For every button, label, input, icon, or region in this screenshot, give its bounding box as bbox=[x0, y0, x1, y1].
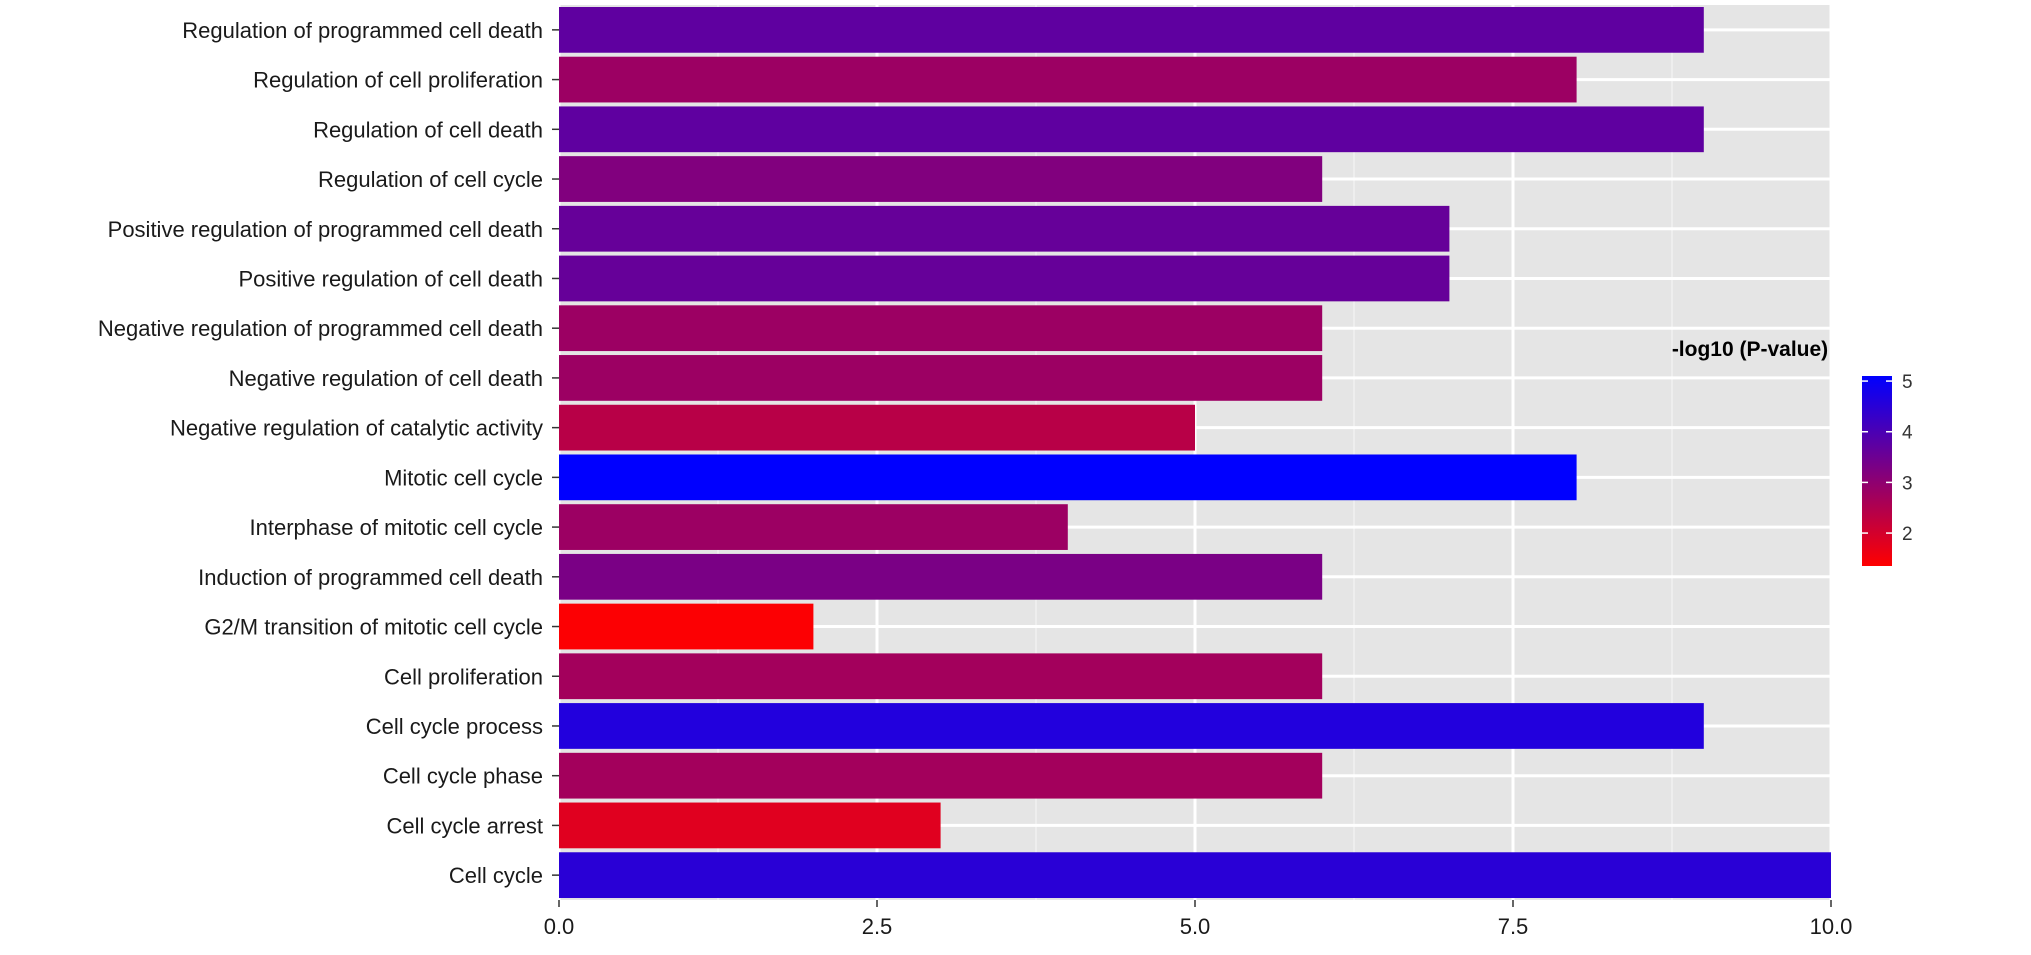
legend-title: -log10 (P-value) bbox=[1672, 338, 1828, 361]
y-tick-label: Induction of programmed cell death bbox=[198, 565, 543, 590]
bar bbox=[559, 653, 1323, 700]
y-tick-label: Negative regulation of cell death bbox=[229, 366, 543, 391]
bar bbox=[559, 106, 1704, 153]
x-tick-label: 5.0 bbox=[1180, 914, 1211, 939]
y-tick-label: Regulation of cell death bbox=[313, 117, 543, 142]
y-tick-label: Cell cycle bbox=[449, 863, 543, 888]
y-tick-label: G2/M transition of mitotic cell cycle bbox=[204, 615, 543, 640]
y-tick-label: Regulation of programmed cell death bbox=[182, 18, 543, 43]
bar bbox=[559, 305, 1323, 352]
bar bbox=[559, 553, 1323, 600]
x-tick-label: 7.5 bbox=[1498, 914, 1529, 939]
bar bbox=[559, 603, 814, 650]
bar bbox=[559, 752, 1323, 799]
y-tick-label: Negative regulation of programmed cell d… bbox=[98, 316, 543, 341]
bars bbox=[559, 6, 1831, 899]
bar bbox=[559, 56, 1577, 103]
y-tick-label: Cell proliferation bbox=[384, 664, 543, 689]
legend-tick-label: 2 bbox=[1902, 524, 1913, 545]
y-tick-label: Regulation of cell proliferation bbox=[253, 68, 543, 93]
y-tick-label: Cell cycle process bbox=[366, 714, 543, 739]
bar bbox=[559, 703, 1704, 749]
legend-colorbar bbox=[1862, 376, 1892, 566]
y-tick-label: Interphase of mitotic cell cycle bbox=[250, 515, 543, 540]
bar bbox=[559, 205, 1450, 252]
y-tick-label: Positive regulation of programmed cell d… bbox=[108, 217, 543, 242]
x-tick-label: 2.5 bbox=[862, 914, 893, 939]
legend-tick-label: 4 bbox=[1902, 423, 1913, 444]
y-axis-labels: Regulation of programmed cell death Regul… bbox=[98, 18, 559, 888]
bar bbox=[559, 852, 1831, 899]
legend-ticks: 5 4 3 2 bbox=[1862, 372, 1913, 545]
y-tick-label: Cell cycle phase bbox=[383, 764, 543, 789]
bar bbox=[559, 255, 1450, 302]
bar bbox=[559, 6, 1704, 53]
y-tick-label: Cell cycle arrest bbox=[387, 813, 543, 838]
x-tick-label: 0.0 bbox=[544, 914, 575, 939]
x-tick-label: 10.0 bbox=[1810, 914, 1853, 939]
minor-gridlines bbox=[717, 5, 1673, 900]
y-tick-label: Regulation of cell cycle bbox=[318, 167, 543, 192]
legend-tick-label: 5 bbox=[1902, 372, 1913, 393]
y-tick-label: Negative regulation of catalytic activit… bbox=[170, 416, 543, 441]
x-axis: 0.0 2.5 5.0 7.5 10.0 bbox=[544, 900, 1853, 939]
bar bbox=[559, 355, 1323, 401]
bar bbox=[559, 802, 941, 849]
y-tick-label: Positive regulation of cell death bbox=[238, 266, 543, 291]
bar bbox=[559, 404, 1195, 451]
legend-tick-label: 3 bbox=[1902, 473, 1913, 494]
bar bbox=[559, 504, 1068, 550]
color-legend: -log10 (P-value) 5 4 3 2 bbox=[1672, 338, 1913, 566]
y-tick-label: Mitotic cell cycle bbox=[384, 465, 543, 490]
bar bbox=[559, 454, 1577, 501]
bar bbox=[559, 156, 1323, 202]
